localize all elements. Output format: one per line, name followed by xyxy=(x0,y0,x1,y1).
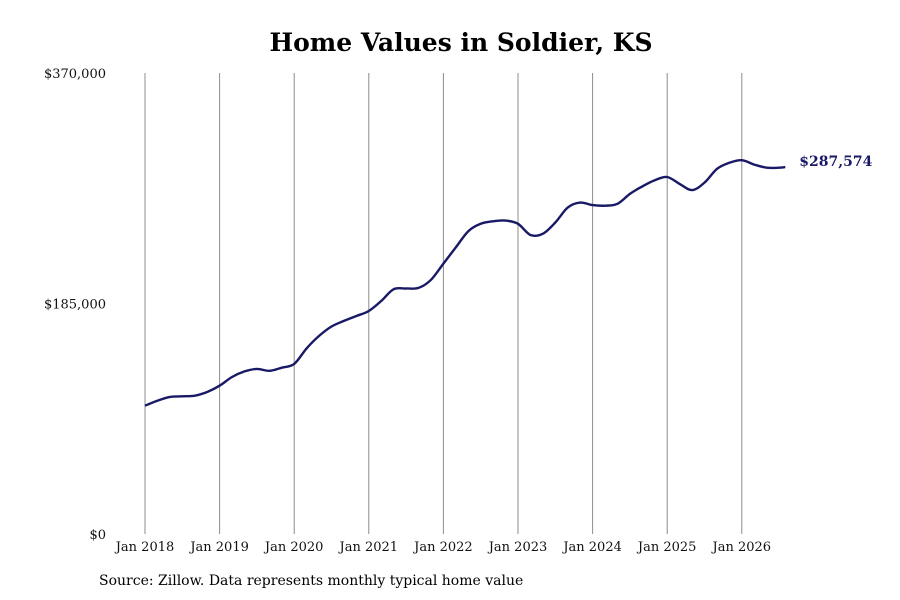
x-axis-labels: Jan 2018 Jan 2019 Jan 2020 Jan 2021 Jan 2022… xyxy=(114,540,771,555)
y-tick-label: $370,000 xyxy=(44,67,106,82)
y-tick-label: $185,000 xyxy=(44,298,106,313)
end-value-label: $287,574 xyxy=(799,154,872,170)
x-tick-label: Jan 2021 xyxy=(338,540,399,555)
y-tick-label: $0 xyxy=(89,528,106,543)
x-tick-label: Jan 2018 xyxy=(114,540,175,555)
x-tick-label: Jan 2019 xyxy=(188,540,249,555)
x-tick-label: Jan 2023 xyxy=(487,540,548,555)
gridlines xyxy=(144,73,743,534)
x-tick-label: Jan 2022 xyxy=(412,540,473,555)
x-tick-label: Jan 2025 xyxy=(636,540,697,555)
x-tick-label: Jan 2026 xyxy=(711,540,772,555)
x-tick-label: Jan 2024 xyxy=(561,540,622,555)
series-line xyxy=(144,158,786,407)
x-tick-label: Jan 2020 xyxy=(263,540,324,555)
series-layer xyxy=(144,158,786,407)
source-note: Source: Zillow. Data represents monthly … xyxy=(99,573,524,589)
y-axis-labels: $370,000 $185,000 $0 xyxy=(44,67,106,543)
chart-title: Home Values in Soldier, KS xyxy=(269,28,653,57)
